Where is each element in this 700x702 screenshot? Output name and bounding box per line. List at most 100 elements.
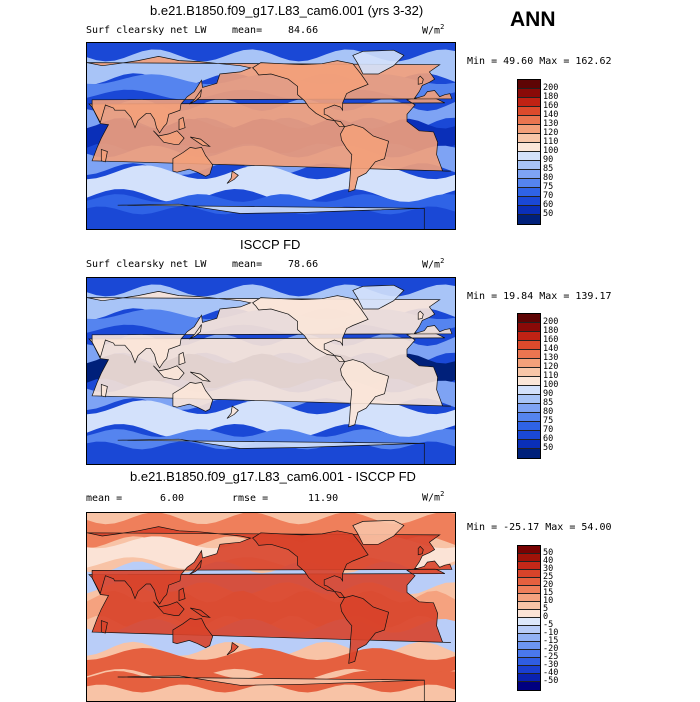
colorbar-tick-label: 50 <box>543 208 554 219</box>
coastline-antarctica <box>117 438 425 464</box>
coastline-philippines <box>178 116 186 131</box>
panel-2-range: Min = 19.84 Max = 139.17 <box>467 291 612 302</box>
coastline-japan <box>188 559 202 575</box>
colorbar-tick-label: 90 <box>543 154 554 165</box>
colorbar-swatch <box>518 440 540 449</box>
colorbar-swatch <box>518 368 540 377</box>
coastline-newguinea <box>190 136 211 147</box>
colorbar-tick-label: 60 <box>543 433 554 444</box>
colorbar-swatch <box>518 634 540 642</box>
colorbar-swatch <box>518 143 540 152</box>
season-label: ANN <box>510 8 556 31</box>
panel-3-mean-value: 6.00 <box>160 493 185 504</box>
panel-2-colorbar <box>517 313 541 459</box>
colorbar-swatch <box>518 658 540 666</box>
colorbar-swatch <box>518 431 540 440</box>
coastline-japan <box>188 324 202 340</box>
panel-3-range: Min = -25.17 Max = 54.00 <box>467 522 612 533</box>
colorbar-swatch <box>518 116 540 125</box>
panel-2-map <box>86 277 456 465</box>
colorbar-swatch <box>518 586 540 594</box>
panel-3-units: W/m2 <box>422 490 445 504</box>
colorbar-swatch <box>518 562 540 570</box>
colorbar-tick-label: 120 <box>543 127 559 138</box>
colorbar-tick-label: 110 <box>543 370 559 381</box>
colorbar-swatch <box>518 610 540 618</box>
colorbar-swatch <box>518 642 540 650</box>
panel-3-title: b.e21.B1850.f09_g17.L83_cam6.001 - ISCCP… <box>130 469 416 484</box>
colorbar-swatch <box>518 674 540 682</box>
colorbar-tick-label: 0 <box>543 611 549 622</box>
panel-3-map-svg <box>87 513 455 701</box>
colorbar-swatch <box>518 206 540 215</box>
colorbar-tick-label: 200 <box>543 82 559 93</box>
colorbar-tick-label: -20 <box>543 643 559 654</box>
coastline-greenland <box>352 49 405 75</box>
coastline-indonesia <box>153 601 185 616</box>
heatmap-region <box>87 194 455 215</box>
colorbar-tick-label: 110 <box>543 136 559 147</box>
colorbar-tick-label: -15 <box>543 635 559 646</box>
panel-1-map-svg <box>87 43 455 229</box>
panel-1-title: b.e21.B1850.f09_g17.L83_cam6.001 (yrs 3-… <box>150 3 424 18</box>
colorbar-swatch <box>518 170 540 179</box>
colorbar-tick-label: -40 <box>543 667 559 678</box>
colorbar-tick-label: -5 <box>543 619 554 630</box>
colorbar-swatch <box>518 80 540 89</box>
colorbar-tick-label: 75 <box>543 181 554 192</box>
coastline-madagascar <box>100 383 108 398</box>
coastline-antarctica <box>117 203 425 229</box>
colorbar-tick-label: 60 <box>543 199 554 210</box>
coastline-indonesia <box>153 365 185 380</box>
coastline-australia <box>172 382 214 412</box>
coastline-philippines <box>178 351 186 366</box>
coastline-samerica <box>340 595 390 664</box>
colorbar-swatch <box>518 377 540 386</box>
colorbar-tick-label: 80 <box>543 172 554 183</box>
panel-2-mean-label: mean= <box>232 259 263 270</box>
colorbar-swatch <box>518 546 540 554</box>
colorbar-tick-label: 20 <box>543 579 554 590</box>
colorbar-swatch <box>518 413 540 422</box>
colorbar-tick-label: 5 <box>543 603 549 614</box>
panel-3-rmse-label: rmse = <box>232 493 269 504</box>
panel-1-colorbar <box>517 79 541 225</box>
colorbar-tick-label: 120 <box>543 361 559 372</box>
coastline-nz <box>226 405 239 419</box>
coastline-uk <box>417 75 424 85</box>
coastline-namerica <box>252 530 369 598</box>
colorbar-tick-label: 50 <box>543 547 554 558</box>
coastline-samerica <box>340 124 390 193</box>
colorbar-tick-label: 70 <box>543 190 554 201</box>
colorbar-tick-label: 140 <box>543 109 559 120</box>
coastline-indonesia <box>153 130 185 145</box>
panel-3-mean-label: mean = <box>86 493 123 504</box>
colorbar-swatch <box>518 594 540 602</box>
colorbar-tick-label: 200 <box>543 316 559 327</box>
panel-1-range: Min = 49.60 Max = 162.62 <box>467 56 612 67</box>
coastline-australia <box>172 618 214 649</box>
colorbar-swatch <box>518 350 540 359</box>
colorbar-swatch <box>518 554 540 562</box>
panel-2-variable: Surf clearsky net LW <box>86 259 207 270</box>
coastline-australia <box>172 147 214 177</box>
colorbar-tick-label: 75 <box>543 415 554 426</box>
colorbar-swatch <box>518 602 540 610</box>
colorbar-tick-label: 50 <box>543 442 554 453</box>
coastline-uk <box>417 545 424 556</box>
heatmap-region <box>87 648 455 681</box>
colorbar-tick-label: 15 <box>543 587 554 598</box>
colorbar-swatch <box>518 89 540 98</box>
coastline-philippines <box>178 587 186 602</box>
colorbar-tick-label: -30 <box>543 659 559 670</box>
colorbar-swatch <box>518 314 540 323</box>
colorbar-tick-label: 30 <box>543 563 554 574</box>
colorbar-tick-label: -10 <box>543 627 559 638</box>
colorbar-swatch <box>518 152 540 161</box>
panel-1-mean-label: mean= <box>232 25 263 36</box>
colorbar-swatch <box>518 107 540 116</box>
coastline-greenland <box>352 284 405 310</box>
coastline-uk <box>417 310 424 320</box>
colorbar-swatch <box>518 570 540 578</box>
colorbar-swatch <box>518 125 540 134</box>
